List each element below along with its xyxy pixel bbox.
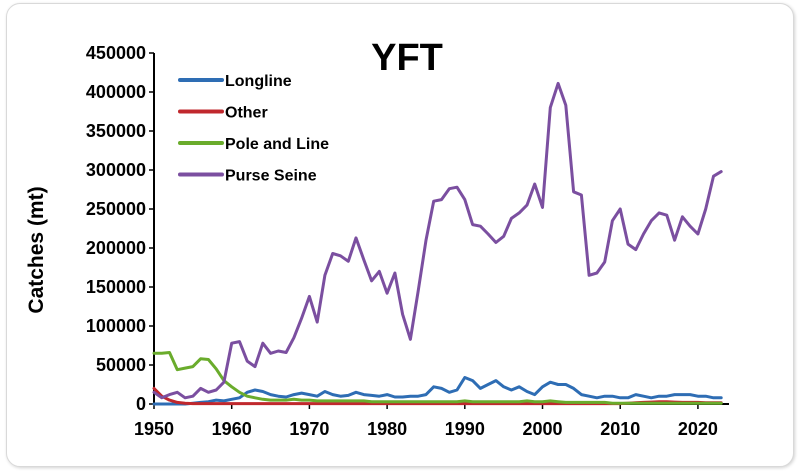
y-tick-label: 100000 [86,316,146,336]
y-tick-label: 450000 [86,43,146,63]
legend-item-pole-and-line: Pole and Line [178,136,329,153]
legend-item-other: Other [178,105,268,122]
series-line-purse-seine [152,81,723,400]
x-tick-label: 2020 [678,419,718,439]
y-tick-label: 150000 [86,277,146,297]
x-tick-label: 2000 [522,419,562,439]
legend-item-longline: Longline [178,73,292,90]
legend-label: Other [225,105,268,122]
legend-label: Longline [225,73,292,90]
series-line-longline [152,376,723,406]
x-tick-label: 1950 [134,419,174,439]
legend-item-purse-seine: Purse Seine [178,168,317,185]
y-tick-label: 0 [136,394,146,414]
legend-label: Purse Seine [225,168,317,185]
legend-label: Pole and Line [225,136,329,153]
x-tick-label: 1970 [289,419,329,439]
series-lines [152,81,723,406]
x-tick-label: 1960 [212,419,252,439]
chart-frame [6,3,794,467]
y-tick-label: 250000 [86,199,146,219]
y-tick-label: 200000 [86,238,146,258]
y-axis-label: Catches (mt) [25,186,48,313]
x-tick-label: 1980 [367,419,407,439]
y-tick-label: 400000 [86,82,146,102]
chart-title: YFT [371,37,443,79]
series-line-pole-and-line [152,351,723,405]
y-tick-label: 300000 [86,160,146,180]
x-tick-label: 2010 [600,419,640,439]
x-tick-label: 1990 [445,419,485,439]
y-tick-label: 350000 [86,121,146,141]
legend: Longline Other Pole and Line Purse Seine [178,73,329,185]
axes: 0 50000 100000 150000 200000 250000 300000 3500… [86,43,729,439]
y-tick-label: 50000 [96,355,146,375]
